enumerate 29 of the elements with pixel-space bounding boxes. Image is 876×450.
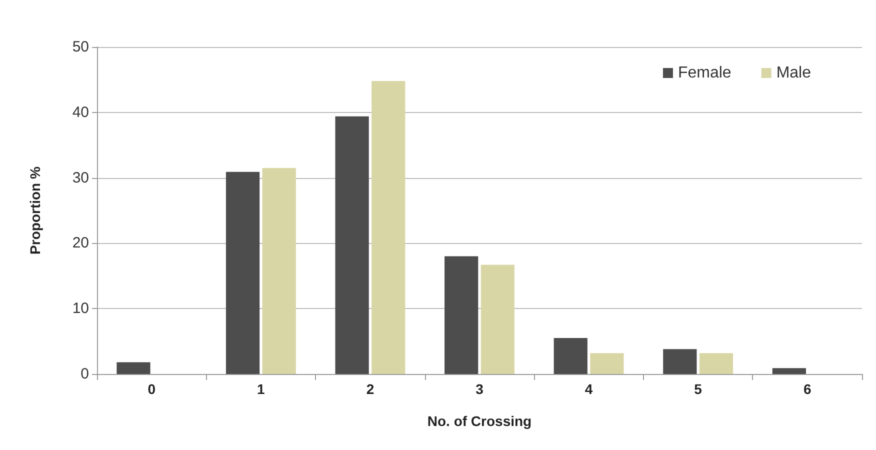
x-tick-label: 1 [257,381,266,397]
y-tick-label: 40 [72,104,89,121]
y-tick-label: 30 [72,169,89,186]
bar [772,368,806,374]
bar [444,256,478,374]
y-tick-label: 0 [80,366,89,382]
bar [262,168,296,374]
y-tick-label: 20 [72,234,89,252]
bar [372,81,406,374]
bar [699,353,734,374]
x-tick-label: 0 [148,381,156,397]
x-tick-label: 3 [476,381,484,397]
x-tick-label: 6 [803,381,812,397]
x-axis-title: No. of Crossing [427,413,532,429]
bar [335,116,369,374]
bar [590,353,624,374]
x-tick-label: 2 [366,381,374,397]
y-axis-title: Proportion % [27,166,43,254]
x-tick-label: 5 [694,381,702,397]
bar [554,338,588,374]
y-tick-label: 10 [72,300,89,318]
bar [226,172,260,374]
bar [663,349,697,374]
legend-label: Male [776,64,812,82]
legend-label: Female [678,64,732,82]
x-tick-label: 4 [584,381,593,397]
y-tick-label: 50 [72,38,89,56]
bar [480,264,514,374]
bar [116,362,150,374]
